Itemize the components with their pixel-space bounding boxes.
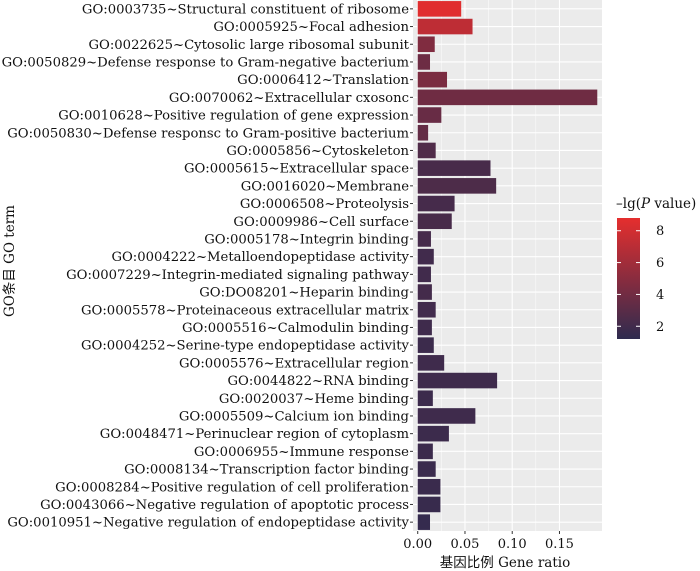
category-label: GO:0004252~Serine-type endopeptidase act… [81,339,410,354]
x-tick-label: 0.15 [545,537,574,552]
bar [417,142,436,159]
category-label: GO:0005615~Extracellular space [184,162,409,177]
bar [417,496,441,513]
legend-title: –lg(P value) [616,196,696,212]
x-tick-label: 0.05 [450,537,479,552]
bar [417,372,498,389]
category-label: GO:0006412~Translation [237,73,409,88]
bar [417,478,441,495]
bar [417,425,449,442]
bar [417,390,433,407]
category-label: GO:0043066~Negative regulation of apopto… [40,498,409,513]
color-legend: –lg(P value) 2 4 6 8 [616,196,696,339]
bar [417,319,432,336]
category-label: GO:0050830~Defense responsc to Gram-posi… [7,126,409,141]
category-label: GO:0005578~Proteinaceous extracellular m… [81,303,410,318]
legend-tick-label: 8 [656,224,664,239]
plot-panel [413,0,602,531]
x-tick-label: 0.00 [403,537,432,552]
bar [417,124,429,141]
category-label: GO:0020037~Heme binding [219,392,410,407]
category-label: GO:0003735~Structural constituent of rib… [82,2,409,17]
bar [417,301,436,318]
bar [417,337,434,353]
category-label: GO:0010628~Positive regulation of gene e… [58,109,409,124]
bar [417,461,436,477]
bar [417,71,448,88]
category-label: GO:0004222~Metalloendopeptidase activity [111,250,409,265]
bar [417,54,431,70]
legend-ticks: 2 4 6 8 [617,224,664,335]
category-label: GO:0050829~Defense response to Gram-nega… [2,55,410,70]
legend-colorbar [617,218,640,339]
bar [417,36,435,53]
y-axis-title: GO条目 GO term [1,205,18,317]
legend-tick-label: 2 [656,320,664,335]
bar [417,408,476,424]
category-label: GO:0006508~Proteolysis [240,197,409,212]
category-label: GO:0005856~Cytoskeleton [226,144,409,159]
bar [417,178,497,194]
bar [417,231,431,247]
bar [417,160,491,176]
bar [417,248,434,265]
bar [417,284,432,300]
category-label: GO:0008284~Positive regulation of cell p… [55,480,409,495]
bar [417,1,462,17]
category-label: GO:0007229~Integrin-mediated signaling p… [66,268,409,283]
category-label: GO:0005516~Calmodulin binding [182,321,410,336]
category-label: GO:DO08201~Heparin binding [199,286,409,301]
bar [417,18,473,35]
category-label: GO:0008134~Transcription factor binding [124,463,409,478]
x-tick-label: 0.10 [498,537,527,552]
category-label: GO:0022625~Cytosolic large ribosomal sub… [89,38,410,53]
x-axis-title: 基因比例 Gene ratio [440,554,570,571]
category-label: GO:0044822~RNA binding [227,374,409,389]
category-labels: GO:0003735~Structural constituent of rib… [2,2,413,531]
bar [417,443,433,460]
category-label: GO:0009986~Cell surface [233,215,409,230]
legend-tick-label: 6 [656,256,664,271]
category-label: GO:0048471~Perinuclear region of cytopla… [100,427,410,442]
legend-tick-label: 4 [656,288,664,303]
bar [417,355,445,371]
category-label: GO:0005925~Focal adhesion [213,20,409,35]
bar [417,107,442,123]
bars [417,1,598,530]
bar [417,213,452,230]
category-label: GO:0010951~Negative regulation of endope… [7,516,409,531]
category-label: GO:0005576~Extracellular region [179,356,410,371]
category-label: GO:0005509~Calcium ion binding [179,409,410,424]
bar [417,514,431,530]
bar [417,266,431,283]
category-label: GO:0005178~Integrin binding [204,232,409,247]
bar [417,195,455,212]
category-label: GO:0006955~Immune response [194,445,409,460]
category-label: GO:0070062~Extracellular cxosonc [169,91,409,106]
x-axis: 0.00 0.05 0.10 0.15 [403,531,574,552]
bar [417,89,598,106]
category-label: GO:0016020~Membrane [241,179,409,194]
